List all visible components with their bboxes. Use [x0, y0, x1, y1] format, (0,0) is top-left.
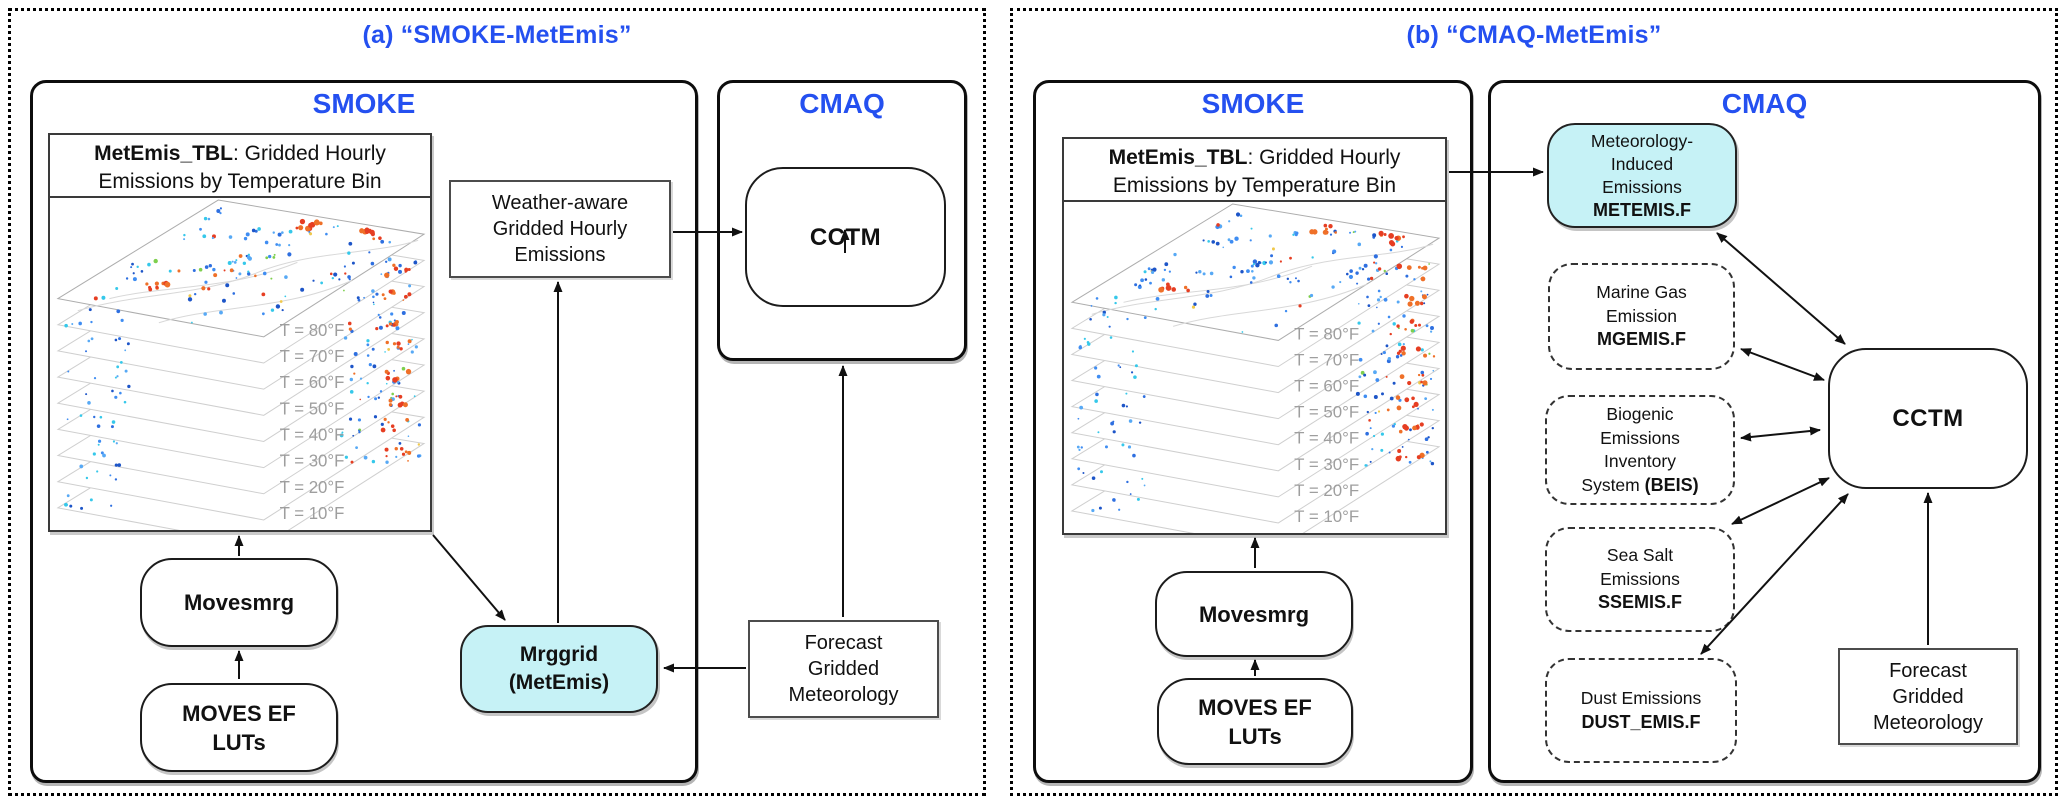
- metemis-tbl-name-b: MetEmis_TBL: [1108, 146, 1248, 169]
- movesmrg-label-b: Movesmrg: [1198, 601, 1310, 627]
- temp-label-50: T = 50°F: [280, 399, 345, 418]
- temperature-bin-stack-visual-b: T = 80°F T = 70°F T = 60°F T = 50°F T = …: [1070, 203, 1441, 533]
- moves-ef-line2-b: LUTs: [1228, 723, 1282, 749]
- mrggrid-node: Mrggrid (MetEmis): [460, 625, 658, 713]
- movesmrg-label-a: Movesmrg: [183, 590, 295, 615]
- seasalt-filename: SSEMIS.F: [1597, 592, 1682, 613]
- metemis-tbl-rest: : Gridded Hourly: [232, 142, 386, 165]
- cctm-node-a: CCTM: [745, 167, 946, 307]
- temp-label-10-b: T = 10°F: [1294, 507, 1359, 526]
- metemis-f-filename: METEMIS.F: [1593, 199, 1691, 220]
- marine-filename: MGEMIS.F: [1597, 329, 1686, 350]
- metemis-tbl-header-a: MetEmis_TBL: Gridded Hourly Emissions by…: [50, 135, 430, 198]
- mrggrid-line2: (MetEmis): [508, 671, 610, 694]
- marine-gas-node: Marine Gas Emission MGEMIS.F: [1548, 263, 1735, 370]
- beis-line4: System (BEIS): [1581, 474, 1698, 498]
- emission-dots-b: [1076, 212, 1436, 513]
- metemis-tbl-header-line1-b: MetEmis_TBL: Gridded Hourly: [1064, 144, 1445, 172]
- moves-ef-line1-b: MOVES EF: [1198, 694, 1312, 720]
- metemis-f-line2: Induced: [1610, 153, 1674, 174]
- temp-label-20: T = 20°F: [280, 478, 345, 497]
- beis-line1: Biogenic: [1606, 404, 1674, 424]
- marine-line1: Marine Gas: [1596, 282, 1687, 303]
- metemis-tbl-header-line2-b: Emissions by Temperature Bin: [1112, 174, 1397, 197]
- movesmrg-node-b: Movesmrg: [1155, 571, 1353, 657]
- weather-aware-box: Weather-aware Gridded Hourly Emissions: [449, 180, 671, 278]
- panel-a-title: (a) “SMOKE-MetEmis”: [362, 21, 632, 49]
- forecast-meteorology-box-b: Forecast Gridded Meteorology: [1838, 648, 2018, 745]
- weather-aware-line1: Weather-aware: [491, 192, 629, 214]
- temp-label-70-b: T = 70°F: [1294, 350, 1359, 369]
- moves-ef-line1-a: MOVES EF: [182, 700, 296, 726]
- cmaq-title-b: CMAQ: [1721, 88, 1808, 119]
- temp-label-20-b: T = 20°F: [1294, 481, 1359, 500]
- forecast-line2-a: Gridded: [807, 658, 880, 680]
- moves-ef-line2-a: LUTs: [212, 729, 266, 755]
- temp-label-10: T = 10°F: [280, 504, 345, 523]
- panel-b-title: (b) “CMAQ-MetEmis”: [1406, 21, 1662, 49]
- forecast-line1-b: Forecast: [1889, 659, 1967, 682]
- temp-label-50-b: T = 50°F: [1294, 403, 1359, 422]
- metemis-tbl-name: MetEmis_TBL: [94, 142, 233, 165]
- metemis-tbl-box-a: MetEmis_TBL: Gridded Hourly Emissions by…: [48, 133, 432, 532]
- temp-label-40-b: T = 40°F: [1294, 429, 1359, 448]
- seasalt-line1: Sea Salt: [1606, 545, 1674, 566]
- metemis-tbl-header-line1: MetEmis_TBL: Gridded Hourly: [50, 140, 430, 168]
- metemis-tbl-header-b: MetEmis_TBL: Gridded Hourly Emissions by…: [1064, 139, 1445, 202]
- mrggrid-line1: Mrggrid: [519, 643, 599, 666]
- metemis-f-node: Meteorology- Induced Emissions METEMIS.F: [1547, 123, 1737, 228]
- temp-label-60: T = 60°F: [280, 373, 345, 392]
- forecast-line1-a: Forecast: [804, 632, 883, 654]
- movesmrg-node-a: Movesmrg: [140, 558, 338, 647]
- beis-line2: Emissions: [1600, 427, 1680, 448]
- marine-line2: Emission: [1606, 305, 1677, 326]
- emission-dots: [64, 207, 422, 510]
- smoke-title-a: SMOKE: [312, 88, 416, 119]
- temp-label-30: T = 30°F: [280, 451, 345, 470]
- cmaq-title-a: CMAQ: [799, 88, 885, 119]
- cctm-label-a: CCTM: [809, 223, 882, 251]
- temp-label-40: T = 40°F: [280, 425, 345, 444]
- forecast-meteorology-box-a: Forecast Gridded Meteorology: [748, 620, 939, 718]
- sea-salt-node: Sea Salt Emissions SSEMIS.F: [1545, 527, 1735, 632]
- temperature-bin-stack-visual-a: T = 80°F T = 70°F T = 60°F T = 50°F T = …: [56, 199, 426, 530]
- cctm-node-b: CCTM: [1828, 348, 2028, 489]
- forecast-line3-b: Meteorology: [1872, 711, 1984, 734]
- stack-layers-b: [1070, 203, 1441, 533]
- stack-layers: [56, 199, 426, 530]
- temp-label-80-b: T = 80°F: [1294, 324, 1359, 343]
- beis-line4-normal: System: [1581, 474, 1645, 495]
- metemis-f-line3: Emissions: [1602, 176, 1682, 197]
- smoke-title-b: SMOKE: [1201, 88, 1305, 119]
- dust-line1: Dust Emissions: [1580, 688, 1702, 708]
- metemis-tbl-box-b: MetEmis_TBL: Gridded Hourly Emissions by…: [1062, 137, 1447, 535]
- dust-filename: DUST_EMIS.F: [1581, 711, 1701, 732]
- cctm-label-b: CCTM: [1892, 405, 1964, 432]
- beis-line3: Inventory: [1604, 451, 1676, 471]
- beis-line4-bold: (BEIS): [1644, 474, 1699, 495]
- metemis-f-line1: Meteorology-: [1590, 130, 1694, 151]
- weather-aware-line2: Gridded Hourly: [492, 218, 628, 240]
- moves-ef-luts-node-b: MOVES EF LUTs: [1157, 678, 1353, 765]
- forecast-line3-a: Meteorology: [788, 684, 899, 706]
- forecast-line2-b: Gridded: [1892, 685, 1964, 708]
- beis-node: Biogenic Emissions Inventory System (BEI…: [1545, 395, 1735, 505]
- dust-emissions-node: Dust Emissions DUST_EMIS.F: [1545, 658, 1737, 763]
- metemis-tbl-rest-b: : Gridded Hourly: [1247, 146, 1401, 169]
- moves-ef-luts-node-a: MOVES EF LUTs: [140, 683, 338, 772]
- metemis-tbl-header-line2: Emissions by Temperature Bin: [98, 170, 382, 193]
- weather-aware-line3: Emissions: [514, 244, 606, 266]
- temp-label-30-b: T = 30°F: [1294, 455, 1359, 474]
- temp-label-80: T = 80°F: [280, 321, 345, 340]
- seasalt-line2: Emissions: [1600, 568, 1680, 589]
- temp-label-70: T = 70°F: [280, 347, 345, 366]
- temp-label-60-b: T = 60°F: [1294, 376, 1359, 395]
